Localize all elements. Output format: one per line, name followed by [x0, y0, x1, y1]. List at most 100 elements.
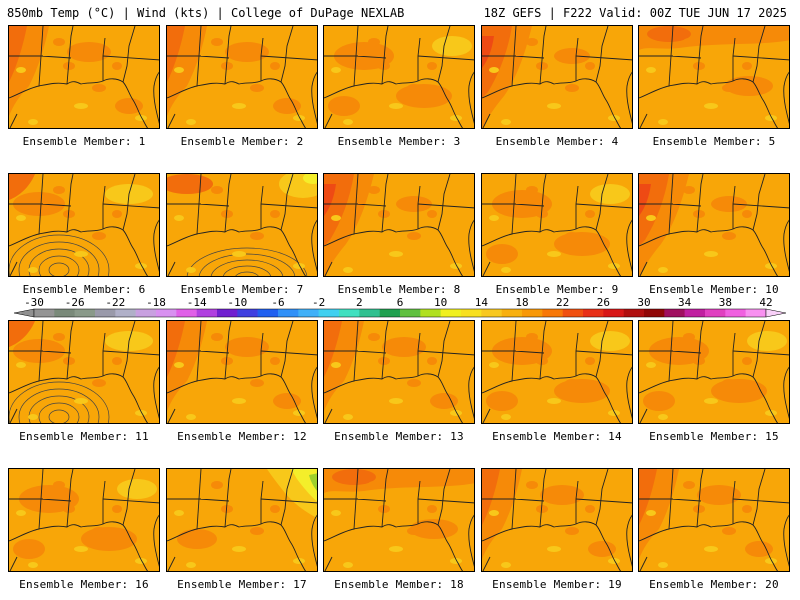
coastline-overlay [9, 321, 159, 423]
colorbar-swatch [298, 309, 319, 317]
temperature-field [324, 469, 474, 571]
coastline-overlay [9, 26, 159, 128]
temperature-field [9, 321, 159, 423]
colorbar-swatch [176, 309, 197, 317]
member-map [167, 469, 317, 571]
temperature-field [167, 321, 317, 423]
ensemble-member-label: Ensemble Member: 5 [652, 135, 776, 148]
colorbar-swatch [54, 309, 75, 317]
temperature-field [324, 174, 474, 276]
colorbar-swatch [217, 309, 238, 317]
ensemble-member-label: Ensemble Member: 4 [495, 135, 619, 148]
colorbar-tick-label: 6 [397, 297, 404, 309]
ensemble-member-panel [8, 468, 160, 572]
temperature-field [482, 321, 632, 423]
coastline-overlay [167, 174, 317, 276]
member-map [9, 469, 159, 571]
ensemble-member-panel [638, 320, 790, 424]
colorbar-tick-label: 10 [434, 297, 447, 309]
ensemble-member-panel [323, 468, 475, 572]
colorbar-swatch [257, 309, 279, 317]
colorbar-tick-label: 2 [356, 297, 363, 309]
colorbar-swatch [603, 309, 624, 317]
ensemble-member-label: Ensemble Member: 10 [649, 283, 779, 296]
colorbar-tick-label: -2 [312, 297, 325, 309]
colorbar-tick-label: 30 [637, 297, 650, 309]
ensemble-member-panel [481, 173, 633, 277]
member-map [167, 26, 317, 128]
member-map [639, 174, 789, 276]
temperature-field [639, 321, 789, 423]
ensemble-member-label: Ensemble Member: 1 [22, 135, 146, 148]
map-title: 850mb Temp (°C) | Wind (kts) | College o… [7, 6, 405, 20]
temperature-field [482, 174, 632, 276]
ensemble-member-label: Ensemble Member: 13 [334, 430, 464, 443]
colorbar-swatch [74, 309, 96, 317]
temperature-field [9, 26, 159, 128]
member-map [482, 321, 632, 423]
ensemble-member-label: Ensemble Member: 3 [337, 135, 461, 148]
ensemble-member-label: Ensemble Member: 17 [177, 578, 307, 591]
coastline-overlay [167, 26, 317, 128]
coastline-overlay [9, 469, 159, 571]
colorbar-swatch [379, 309, 401, 317]
colorbar-swatch [237, 309, 258, 317]
colorbar-swatch [115, 309, 136, 317]
colorbar-right-arrow [765, 308, 786, 318]
colorbar-swatch [522, 309, 543, 317]
member-map [9, 174, 159, 276]
ensemble-member-panel [481, 25, 633, 129]
coastline-overlay [482, 321, 632, 423]
temperature-field [639, 26, 789, 128]
colorbar-swatch [34, 309, 55, 317]
temperature-field [482, 26, 632, 128]
colorbar-tick-label: 26 [597, 297, 610, 309]
colorbar-swatch [705, 309, 726, 317]
ensemble-member-label: Ensemble Member: 15 [649, 430, 779, 443]
ensemble-member-label: Ensemble Member: 12 [177, 430, 307, 443]
coastline-overlay [482, 174, 632, 276]
temperature-field [167, 469, 317, 571]
coastline-overlay [324, 174, 474, 276]
colorbar-swatch [542, 309, 563, 317]
temperature-field [639, 469, 789, 571]
colorbar-swatch [562, 309, 584, 317]
colorbar-tick-label: -22 [105, 297, 125, 309]
colorbar-swatch [278, 309, 299, 317]
run-valid-time: 18Z GEFS | F222 Valid: 00Z TUE JUN 17 20… [483, 6, 787, 20]
coastline-overlay [9, 174, 159, 276]
ensemble-member-label: Ensemble Member: 19 [492, 578, 622, 591]
colorbar-swatch [501, 309, 523, 317]
colorbar-swatch [156, 309, 177, 317]
coastline-overlay [324, 321, 474, 423]
ensemble-member-panel [166, 173, 318, 277]
ensemble-member-panel [8, 25, 160, 129]
temperature-field [639, 174, 789, 276]
colorbar-tick-label: 38 [719, 297, 732, 309]
coastline-overlay [324, 469, 474, 571]
colorbar-swatch [440, 309, 462, 317]
colorbar-swatch [359, 309, 380, 317]
coastline-overlay [167, 469, 317, 571]
coastline-overlay [639, 174, 789, 276]
ensemble-member-label: Ensemble Member: 11 [19, 430, 149, 443]
colorbar-tick-label: 18 [515, 297, 528, 309]
ensemble-member-panel [638, 468, 790, 572]
colorbar-swatch [623, 309, 645, 317]
colorbar-tick-label: -10 [227, 297, 247, 309]
ensemble-member-panel [8, 320, 160, 424]
ensemble-member-panel [323, 173, 475, 277]
member-map [639, 26, 789, 128]
coastline-overlay [639, 469, 789, 571]
colorbar-tick-label: 22 [556, 297, 569, 309]
colorbar-swatch [725, 309, 746, 317]
ensemble-member-label: Ensemble Member: 9 [495, 283, 619, 296]
colorbar-swatch [684, 309, 706, 317]
colorbar-swatch [461, 309, 482, 317]
ensemble-member-label: Ensemble Member: 16 [19, 578, 149, 591]
colorbar-tick-label: -26 [65, 297, 85, 309]
colorbar-swatch [135, 309, 157, 317]
ensemble-member-panel [323, 25, 475, 129]
colorbar-tick-label: 14 [475, 297, 489, 309]
colorbar-swatch [481, 309, 502, 317]
